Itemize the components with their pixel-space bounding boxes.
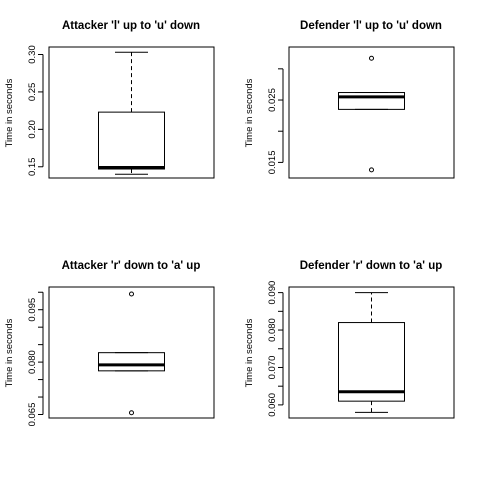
outlier-point [129, 291, 134, 297]
outlier-point [369, 167, 374, 173]
panel-title: Defender 'r' down to 'a' up [300, 260, 443, 272]
y-tick-label: 0.060 [267, 393, 278, 417]
outlier-point [129, 410, 134, 416]
y-tick-label: 0.080 [27, 350, 38, 374]
y-tick-label: 0.20 [27, 120, 38, 139]
iqr-box [98, 352, 165, 372]
box-marks [338, 292, 405, 413]
y-tick-label: 0.095 [27, 298, 38, 322]
y-axis: 0.015 0.025 [267, 68, 284, 175]
y-axis-label: Time in seconds [4, 78, 15, 147]
panel-title: Attacker 'r' down to 'a' up [62, 260, 201, 272]
y-tick-label: 0.015 [267, 151, 278, 175]
panel-attacker-r-down-a-up: Attacker 'r' down to 'a' up Time in seco… [4, 260, 215, 427]
y-axis: 0.15 0.20 0.25 0.30 [27, 45, 44, 177]
panel-title: Attacker 'l' up to 'u' down [62, 20, 200, 32]
panel-attacker-l-up-u-down: Attacker 'l' up to 'u' down Time in seco… [4, 20, 215, 179]
y-tick-label: 0.065 [27, 403, 38, 427]
y-axis-label: Time in seconds [4, 318, 15, 387]
plot-frame [288, 286, 455, 419]
y-tick-label: 0.025 [267, 88, 278, 112]
box-marks [338, 55, 405, 173]
plot-frame [288, 46, 455, 179]
plot-frame [48, 286, 215, 419]
iqr-box [338, 322, 405, 402]
panel-defender-r-down-a-up: Defender 'r' down to 'a' up Time in seco… [244, 260, 455, 419]
iqr-box [338, 92, 405, 110]
y-tick-label: 0.30 [27, 45, 38, 64]
box-marks [98, 291, 165, 416]
panel-defender-l-up-u-down: Defender 'l' up to 'u' down Time in seco… [244, 20, 455, 179]
plot-frame [48, 46, 215, 179]
y-axis-label: Time in seconds [244, 78, 255, 147]
outlier-point [369, 55, 374, 61]
y-tick-label: 0.090 [267, 281, 278, 305]
y-tick-label: 0.25 [27, 83, 38, 102]
y-axis: 0.065 0.080 0.095 [27, 291, 44, 427]
y-axis-label: Time in seconds [244, 318, 255, 387]
y-tick-label: 0.15 [27, 158, 38, 177]
y-tick-label: 0.070 [267, 356, 278, 380]
y-axis: 0.060 0.070 0.080 0.090 [267, 281, 284, 417]
y-tick-label: 0.080 [267, 318, 278, 342]
box-marks [98, 51, 165, 175]
iqr-box [98, 111, 165, 170]
panel-title: Defender 'l' up to 'u' down [300, 20, 442, 32]
